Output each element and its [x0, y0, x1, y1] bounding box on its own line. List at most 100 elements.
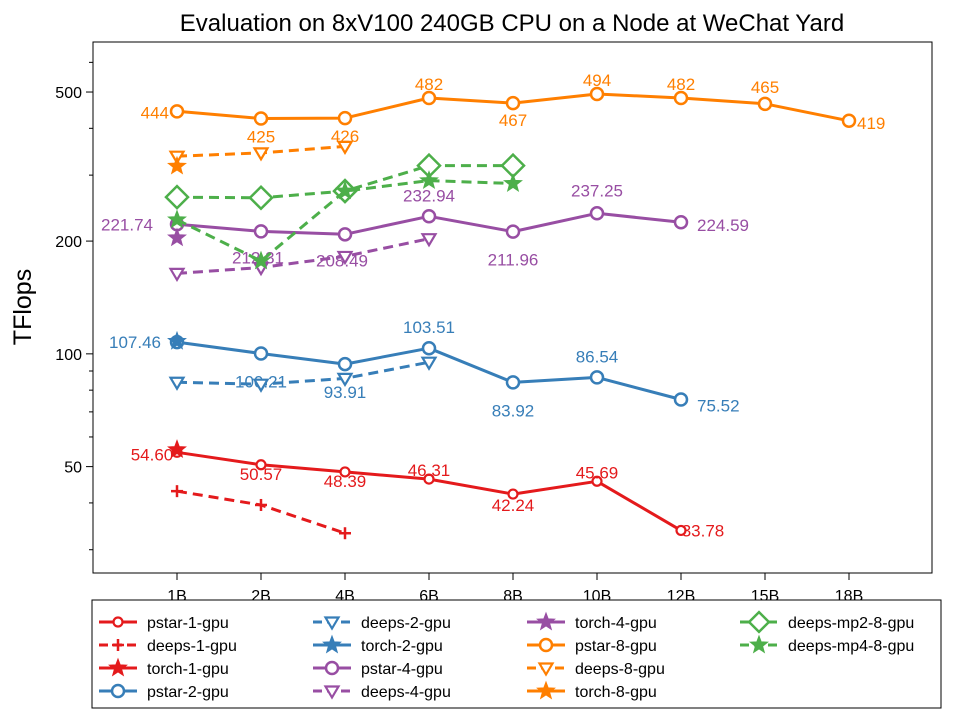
data-point — [505, 224, 521, 239]
data-point — [591, 475, 603, 487]
data-label: 48.39 — [324, 472, 367, 491]
data-point — [419, 170, 439, 190]
data-point — [339, 527, 351, 540]
data-point — [255, 459, 267, 471]
data-point — [336, 250, 354, 266]
data-point — [337, 227, 353, 242]
y-tick-label: 500 — [55, 85, 82, 102]
data-point — [335, 180, 355, 200]
legend-item-pstar-2-gpu: pstar-2-gpu — [99, 683, 229, 701]
data-point — [323, 685, 341, 700]
legend-box — [91, 599, 942, 709]
legend-label: deeps-2-gpu — [361, 615, 451, 632]
legend-item-torch-8-gpu: torch-8-gpu — [527, 680, 657, 701]
series-pstar-4-gpu: 221.74212.31208.49232.94211.96237.25224.… — [101, 181, 749, 270]
legend-label: deeps-mp2-8-gpu — [788, 615, 914, 632]
series-line — [176, 237, 430, 275]
y-axis-label: TFlops — [9, 269, 37, 345]
data-point — [339, 466, 351, 478]
data-point — [112, 616, 124, 628]
data-point — [337, 356, 353, 372]
data-point — [169, 104, 185, 119]
series-torch-4-gpu — [167, 227, 187, 247]
data-point — [337, 110, 353, 126]
y-tick-label: 100 — [55, 347, 82, 364]
legend-item-pstar-1-gpu: pstar-1-gpu — [99, 615, 229, 632]
data-point — [536, 680, 556, 700]
legend-item-torch-4-gpu: torch-4-gpu — [527, 611, 657, 632]
data-label: 482 — [415, 75, 443, 94]
data-point — [421, 209, 437, 224]
data-point — [675, 524, 687, 537]
legend-label: deeps-8-gpu — [575, 661, 665, 678]
data-point — [252, 378, 270, 393]
series-deeps-2-gpu — [168, 356, 438, 393]
data-point — [168, 376, 186, 391]
data-point — [673, 392, 689, 407]
data-label: 444 — [141, 103, 169, 122]
data-point — [423, 473, 435, 485]
legend-label: pstar-2-gpu — [147, 684, 229, 701]
data-label: 465 — [751, 78, 779, 97]
data-label: 42.24 — [492, 496, 535, 515]
data-point — [421, 90, 437, 106]
data-label: 86.54 — [576, 347, 619, 366]
legend-label: torch-8-gpu — [575, 684, 657, 701]
series-line — [176, 360, 430, 386]
data-label: 33.78 — [682, 521, 725, 540]
series-deeps-4-gpu — [168, 233, 438, 283]
data-point — [538, 637, 554, 653]
data-point — [747, 610, 771, 634]
data-label: 208.49 — [316, 251, 368, 270]
data-label: 224.59 — [697, 216, 749, 235]
data-point — [167, 155, 187, 175]
series-deeps-mp4-8-gpu — [167, 170, 523, 270]
data-point — [336, 140, 354, 156]
data-label: 482 — [667, 75, 695, 94]
data-point — [420, 233, 438, 248]
data-point — [505, 95, 521, 111]
data-point — [323, 616, 341, 631]
data-label: 107.46 — [109, 333, 161, 352]
series-pstar-1-gpu: 54.60 50.57 48.39 46.31 42.24 45.69 33.78 — [131, 445, 725, 540]
data-label: 103.51 — [403, 318, 455, 337]
series-torch-1-gpu — [167, 439, 187, 459]
data-point — [167, 209, 187, 229]
data-point — [171, 485, 183, 498]
data-point — [589, 86, 605, 102]
data-label: 494 — [583, 71, 611, 90]
legend-label: pstar-1-gpu — [147, 615, 229, 632]
data-label: 419 — [857, 114, 885, 133]
data-point — [536, 611, 556, 631]
data-label: 75.52 — [697, 397, 740, 416]
chart-title: Evaluation on 8xV100 240GB CPU on a Node… — [180, 10, 844, 37]
legend-item-pstar-4-gpu: pstar-4-gpu — [313, 660, 443, 678]
legend-item-pstar-8-gpu: pstar-8-gpu — [527, 637, 657, 655]
data-label: 54.60 — [131, 445, 174, 464]
legend-label: deeps-4-gpu — [361, 684, 451, 701]
series-torch-8-gpu — [167, 155, 187, 175]
data-point — [589, 370, 605, 385]
legend-label: torch-4-gpu — [575, 615, 657, 632]
series-torch-2-gpu — [167, 330, 187, 350]
data-point — [108, 657, 128, 677]
legend-label: torch-1-gpu — [147, 661, 229, 678]
data-point — [336, 372, 354, 388]
data-point — [167, 439, 187, 459]
data-label: 237.25 — [571, 181, 623, 200]
legend-label: torch-2-gpu — [361, 638, 443, 655]
legend: pstar-1-gpu deeps-1-gpu torch-1-gpu pstar-2… — [91, 599, 942, 709]
legend-label: deeps-1-gpu — [147, 638, 237, 655]
data-point — [420, 356, 438, 371]
data-point — [324, 660, 340, 676]
legend-item-torch-1-gpu: torch-1-gpu — [99, 657, 229, 678]
data-label: 211.96 — [488, 251, 539, 270]
data-point — [503, 173, 523, 192]
data-label: 467 — [499, 111, 527, 130]
data-point — [255, 498, 267, 511]
data-label: 46.31 — [408, 461, 451, 480]
